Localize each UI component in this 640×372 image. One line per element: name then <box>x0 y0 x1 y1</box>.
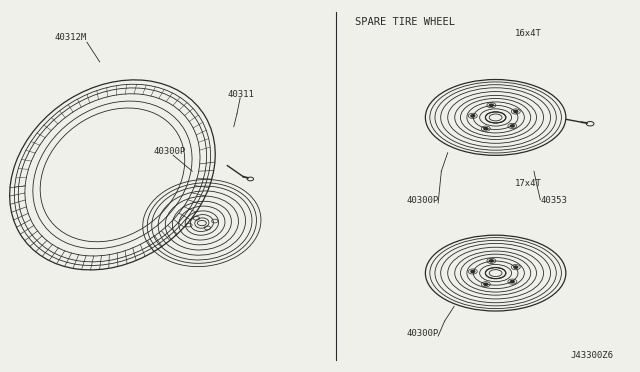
Text: 40300P: 40300P <box>406 329 438 338</box>
Text: 40311: 40311 <box>227 90 254 99</box>
Text: 40300P: 40300P <box>406 196 438 205</box>
Circle shape <box>471 270 475 273</box>
Text: SPARE TIRE WHEEL: SPARE TIRE WHEEL <box>355 17 455 28</box>
Circle shape <box>484 128 488 130</box>
Circle shape <box>490 104 493 106</box>
Circle shape <box>471 115 475 117</box>
Circle shape <box>514 266 518 268</box>
Text: 40353: 40353 <box>540 196 567 205</box>
Text: 17x4T: 17x4T <box>515 179 541 188</box>
Circle shape <box>511 125 515 127</box>
Circle shape <box>514 110 518 113</box>
Text: 40312M: 40312M <box>55 33 87 42</box>
Text: 40300P: 40300P <box>154 148 186 157</box>
Circle shape <box>511 280 515 283</box>
Circle shape <box>484 283 488 285</box>
Text: 16x4T: 16x4T <box>515 29 541 38</box>
Circle shape <box>490 260 493 262</box>
Text: J43300Z6: J43300Z6 <box>571 351 614 360</box>
